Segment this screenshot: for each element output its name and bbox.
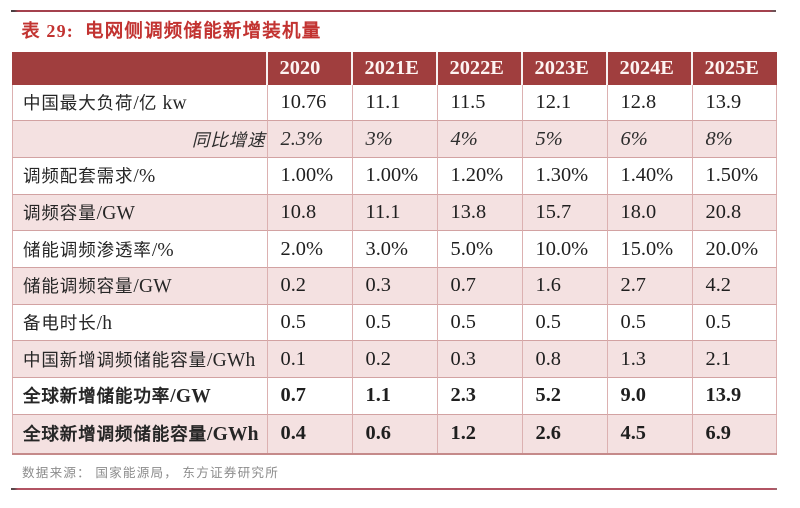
value-cell: 1.40% <box>607 157 693 195</box>
value-cell: 13.8 <box>437 194 523 232</box>
value-cell: 20.0% <box>692 231 777 268</box>
value-cell: 13.9 <box>692 84 777 122</box>
value-cell: 10.0% <box>522 231 608 268</box>
value-cell: 2.1 <box>692 341 777 378</box>
value-cell: 1.00% <box>267 157 353 195</box>
value-cell: 1.00% <box>352 157 438 195</box>
value-cell: 1.20% <box>437 157 523 195</box>
value-cell: 0.6 <box>352 414 438 453</box>
value-cell: 5.0% <box>437 231 523 268</box>
table-title-text: 电网侧调频储能新增装机量 <box>85 21 322 42</box>
value-cell: 0.5 <box>352 304 438 342</box>
table-number: 表 29: <box>21 20 74 41</box>
value-cell: 0.5 <box>267 304 353 342</box>
table-title: 表 29: 电网侧调频储能新增装机量 <box>22 17 322 43</box>
value-cell: 10.8 <box>267 194 353 232</box>
value-cell: 12.8 <box>607 84 693 122</box>
value-cell: 3% <box>352 121 438 158</box>
row-label: 同比增速 <box>12 121 268 158</box>
value-cell: 11.1 <box>352 84 438 122</box>
value-cell: 15.0% <box>607 231 693 268</box>
row-label: 调频容量/GW <box>12 194 268 232</box>
value-cell: 1.30% <box>522 157 608 195</box>
value-cell: 8% <box>692 121 777 158</box>
value-cell: 11.1 <box>352 194 438 232</box>
value-cell: 2.7 <box>607 267 693 305</box>
value-cell: 0.5 <box>522 304 608 342</box>
value-cell: 1.2 <box>437 414 523 453</box>
row-label: 全球新增调频储能容量/GWh <box>12 414 268 453</box>
value-cell: 20.8 <box>692 194 777 232</box>
row-label: 调频配套需求/% <box>12 157 268 195</box>
source-note: 数据来源： 国家能源局， 东方证券研究所 <box>22 466 279 480</box>
value-cell: 0.7 <box>437 267 523 305</box>
value-cell: 13.9 <box>692 378 777 415</box>
row-label: 中国最大负荷/亿 kw <box>12 84 268 122</box>
row-label: 储能调频渗透率/% <box>12 231 268 268</box>
row-label: 备电时长/h <box>12 304 268 342</box>
value-cell: 11.5 <box>437 84 523 122</box>
value-cell: 3.0% <box>352 231 438 268</box>
value-cell: 0.7 <box>267 378 353 415</box>
value-cell: 4.5 <box>607 414 693 453</box>
value-cell: 1.50% <box>692 157 777 195</box>
header-cell-year: 2025E <box>692 51 777 85</box>
value-cell: 6% <box>607 121 693 158</box>
value-cell: 12.1 <box>522 84 608 122</box>
value-cell: 0.5 <box>437 304 523 342</box>
value-cell: 0.1 <box>267 341 353 378</box>
value-cell: 2.3 <box>437 378 523 415</box>
value-cell: 0.3 <box>352 267 438 305</box>
data-table: 2020 2021E 2022E 2023E 2024E 2025E 中国最大负荷/亿 kw… <box>12 51 777 455</box>
value-cell: 9.0 <box>607 378 693 415</box>
value-cell: 0.2 <box>352 341 438 378</box>
value-cell: 2.3% <box>267 121 353 158</box>
row-label: 储能调频容量/GW <box>12 267 268 305</box>
header-cell-year: 2020 <box>267 51 353 85</box>
value-cell: 6.9 <box>692 414 777 453</box>
value-cell: 4% <box>437 121 523 158</box>
header-cell-label <box>12 51 268 85</box>
value-cell: 10.76 <box>267 84 353 122</box>
value-cell: 2.0% <box>267 231 353 268</box>
value-cell: 1.1 <box>352 378 438 415</box>
value-cell: 18.0 <box>607 194 693 232</box>
value-cell: 0.2 <box>267 267 353 305</box>
row-label: 全球新增储能功率/GW <box>12 378 268 415</box>
value-cell: 0.5 <box>607 304 693 342</box>
value-cell: 4.2 <box>692 267 777 305</box>
top-rule <box>11 10 776 12</box>
value-cell: 1.3 <box>607 341 693 378</box>
header-cell-year: 2022E <box>437 51 523 85</box>
value-cell: 0.3 <box>437 341 523 378</box>
value-cell: 5.2 <box>522 378 608 415</box>
header-cell-year: 2024E <box>607 51 693 85</box>
row-label: 中国新增调频储能容量/GWh <box>12 341 268 378</box>
value-cell: 0.5 <box>692 304 777 342</box>
bottom-rule <box>11 488 777 490</box>
value-cell: 15.7 <box>522 194 608 232</box>
header-cell-year: 2021E <box>352 51 438 85</box>
value-cell: 0.4 <box>267 414 353 453</box>
value-cell: 5% <box>522 121 608 158</box>
value-cell: 2.6 <box>522 414 608 453</box>
value-cell: 0.8 <box>522 341 608 378</box>
value-cell: 1.6 <box>522 267 608 305</box>
header-cell-year: 2023E <box>522 51 608 85</box>
